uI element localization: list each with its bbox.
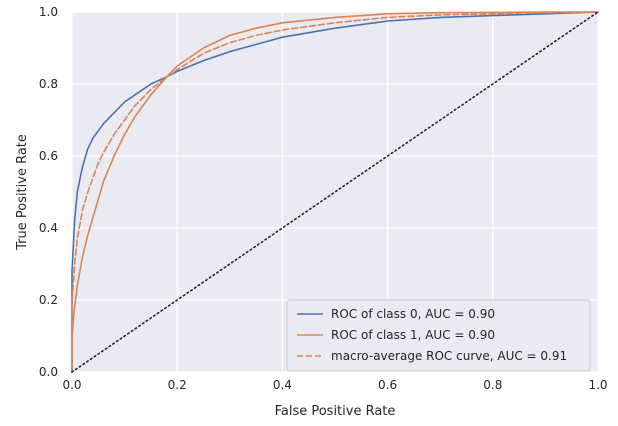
x-tick-label: 0.6 xyxy=(378,378,397,392)
chance-diagonal-line xyxy=(71,11,599,373)
x-tick-label: 0.0 xyxy=(62,378,81,392)
legend-entry-label: ROC of class 0, AUC = 0.90 xyxy=(331,307,495,321)
x-axis-label: False Positive Rate xyxy=(275,404,396,419)
y-tick-label: 1.0 xyxy=(39,5,58,19)
y-tick-label: 0.6 xyxy=(39,149,58,163)
roc-curve-series-2 xyxy=(71,11,599,373)
y-tick-label: 0.0 xyxy=(39,365,58,379)
legend-entry-label: ROC of class 1, AUC = 0.90 xyxy=(331,328,495,342)
x-tick-label: 0.8 xyxy=(483,378,502,392)
roc-curve-series-0 xyxy=(71,11,599,373)
x-tick-label: 0.4 xyxy=(273,378,292,392)
x-tick-label: 0.2 xyxy=(168,378,187,392)
y-tick-label: 0.8 xyxy=(39,77,58,91)
grid-lines xyxy=(71,11,599,373)
y-tick-label: 0.2 xyxy=(39,293,58,307)
legend-box xyxy=(286,299,591,372)
x-tick-label: 1.0 xyxy=(588,378,607,392)
series-lines xyxy=(71,11,599,373)
legend-entry-label: macro-average ROC curve, AUC = 0.91 xyxy=(331,349,567,363)
legend: ROC of class 0, AUC = 0.90 ROC of class 1… xyxy=(286,299,591,372)
roc-curve-series-1 xyxy=(71,11,599,373)
y-axis-label: True Positive Rate xyxy=(15,134,30,251)
tick-labels: 0.0 0.2 0.4 0.6 0.8 1.0 0.0 0.2 0.4 0.6 0.8 1.0 xyxy=(39,5,608,392)
y-tick-label: 0.4 xyxy=(39,221,58,235)
